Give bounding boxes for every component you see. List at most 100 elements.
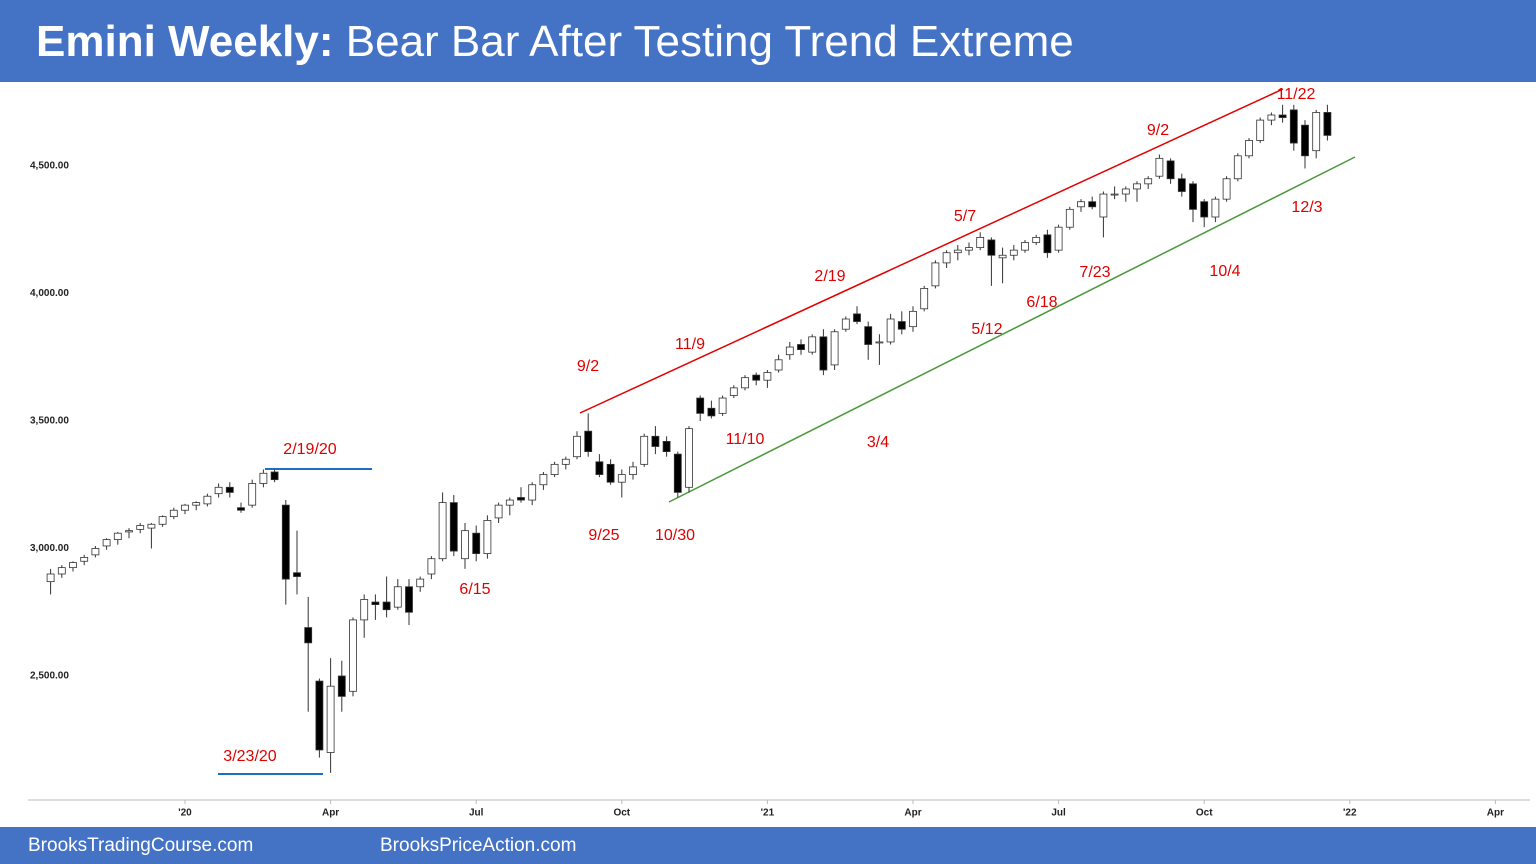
candle-body <box>942 252 951 264</box>
candle-body <box>897 321 906 330</box>
candle-body <box>1099 193 1108 218</box>
candle-body <box>785 346 794 356</box>
annotation: 9/25 <box>588 527 619 544</box>
annotation: 10/30 <box>655 527 695 544</box>
candle-body <box>449 502 458 552</box>
candle-body <box>1267 114 1276 121</box>
candle-body <box>640 435 649 465</box>
candle-body <box>617 474 626 483</box>
candle-body <box>595 461 604 475</box>
x-tick-label: Apr <box>322 808 339 819</box>
candle-body <box>651 435 660 447</box>
candle-body <box>729 387 738 396</box>
candle-body <box>438 502 447 560</box>
annotation: 11/22 <box>1277 86 1316 103</box>
x-tick-label: '20 <box>178 808 192 819</box>
header-bar <box>0 0 1536 82</box>
candle-body <box>1077 201 1085 208</box>
annotation: 9/2 <box>577 358 599 375</box>
candle-body <box>875 341 884 344</box>
candle-body <box>304 627 313 644</box>
footer-link[interactable]: BrooksTradingCourse.com <box>28 835 253 856</box>
candle-body <box>696 397 705 414</box>
candle-body <box>147 523 156 529</box>
footer-bar <box>0 827 1536 864</box>
candle-body <box>1301 124 1309 157</box>
candle-body <box>461 530 469 560</box>
candle-body <box>102 539 111 547</box>
candle-body <box>270 471 279 481</box>
candle-body <box>1312 112 1321 152</box>
candle-body <box>248 483 257 506</box>
candle-body <box>1166 160 1175 180</box>
candle-body <box>80 557 89 562</box>
candle-body <box>1323 112 1332 136</box>
candle-body <box>539 474 548 486</box>
x-tick-label: Jul <box>469 808 484 819</box>
candle-body <box>662 440 671 452</box>
candle-body <box>1222 178 1231 200</box>
candle-body <box>259 472 268 484</box>
candle-body <box>326 685 335 753</box>
x-tick-label: Apr <box>904 808 921 819</box>
candle-body <box>427 558 436 575</box>
candle-body <box>830 331 839 366</box>
candle-body <box>673 453 682 493</box>
trend-line <box>668 156 1356 503</box>
candle-body <box>315 680 324 751</box>
candle-body <box>1133 183 1141 190</box>
candle-body <box>1009 249 1018 256</box>
y-tick-label: 4,000.00 <box>30 288 69 299</box>
y-tick-label: 2,500.00 <box>30 671 69 682</box>
annotation: 6/15 <box>459 581 490 598</box>
annotation: 5/12 <box>971 321 1002 338</box>
candle-body <box>1065 208 1074 228</box>
candle-body <box>1256 119 1265 141</box>
candle-body <box>517 497 525 501</box>
candle-body <box>953 249 962 254</box>
candle-body <box>293 572 301 577</box>
candle-body <box>1233 155 1242 180</box>
title-space <box>334 17 346 66</box>
annotation: 6/18 <box>1026 294 1057 311</box>
candle-body <box>405 586 413 613</box>
footer-link[interactable]: BrooksPriceAction.com <box>380 835 576 856</box>
candle-body <box>909 310 917 328</box>
candle-body <box>1211 198 1220 218</box>
candle-body <box>281 504 290 580</box>
candle-body <box>1032 236 1041 243</box>
candle-body <box>931 262 940 287</box>
annotation: 10/4 <box>1209 263 1240 280</box>
candle-body <box>987 239 996 256</box>
title-text: Bear Bar After Testing Trend Extreme <box>346 17 1074 66</box>
candle-body <box>976 236 985 248</box>
candle-body <box>46 573 55 583</box>
y-tick-label: 3,500.00 <box>30 416 69 427</box>
candle-body <box>797 344 805 350</box>
annotation: 2/19 <box>814 268 845 285</box>
candle-body <box>920 287 929 310</box>
annotation: 3/4 <box>867 434 889 451</box>
candle-body <box>584 430 593 453</box>
candle-body <box>808 336 817 353</box>
x-tick-label: '22 <box>1343 808 1357 819</box>
candle-body <box>606 463 615 483</box>
x-tick-label: Apr <box>1487 808 1504 819</box>
annotation: 11/9 <box>675 336 705 353</box>
candle-body <box>136 525 145 530</box>
candle-body <box>472 532 481 555</box>
annotation: 5/7 <box>954 208 976 225</box>
candle-body <box>203 495 212 505</box>
chart-title: Emini Weekly: Bear Bar After Testing Tre… <box>36 17 1074 66</box>
annotation: 12/3 <box>1291 199 1322 216</box>
candle-body <box>1110 193 1119 196</box>
candle-body <box>181 504 189 511</box>
candle-body <box>886 318 895 343</box>
candle-body <box>965 247 973 251</box>
candle-body <box>57 567 66 575</box>
candle-body <box>841 318 850 330</box>
candle-body <box>91 548 100 556</box>
candle-body <box>1278 114 1287 118</box>
candle-body <box>707 407 716 417</box>
trend-line <box>579 88 1284 414</box>
